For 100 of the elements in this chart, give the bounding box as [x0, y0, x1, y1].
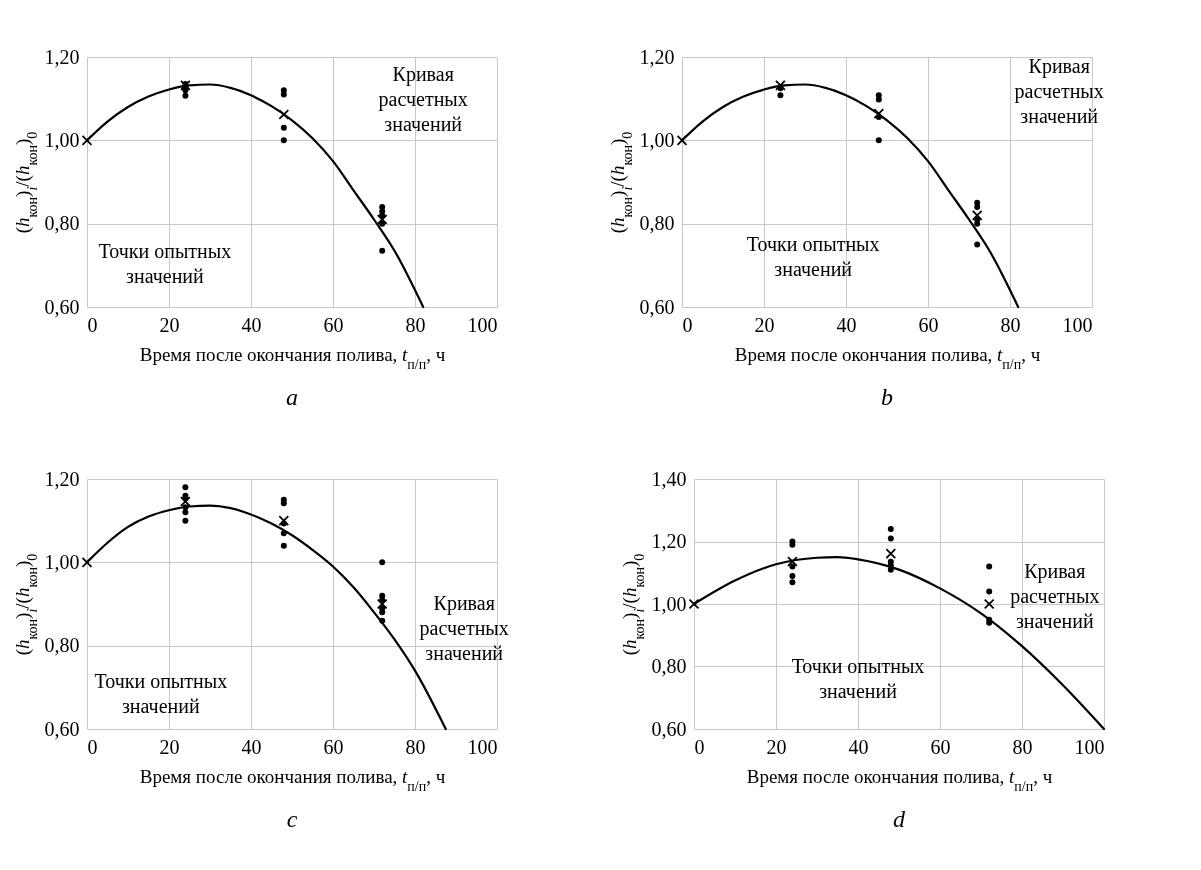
y-tick-label: 1,00: [44, 550, 80, 573]
point: [280, 137, 287, 144]
point: [280, 530, 287, 537]
point: [986, 588, 993, 595]
point: [887, 526, 894, 532]
y-tick-label: 0,60: [44, 295, 80, 318]
x-tick-label: 0: [682, 313, 693, 336]
point: [688, 598, 700, 610]
x-tick-label: 40: [848, 735, 869, 758]
point: [789, 563, 796, 570]
point: [787, 556, 798, 567]
point: [873, 108, 885, 120]
text: c: [286, 806, 298, 832]
point: [974, 220, 981, 227]
x-tick-label: 20: [159, 313, 180, 336]
x-tick-label: 80: [405, 313, 426, 336]
y-tick-label: 0,80: [651, 655, 687, 677]
x-tick-label: 80: [1012, 735, 1033, 758]
point: [775, 79, 786, 91]
y-tick-label: 1,00: [639, 128, 675, 151]
x-tick-label: 80: [1000, 313, 1021, 336]
point: [280, 124, 287, 131]
point: [280, 91, 287, 98]
point: [379, 247, 386, 254]
text: d: [893, 806, 906, 832]
x-tick-label: 100: [467, 735, 498, 758]
point: [182, 484, 189, 491]
y-tick-label: 1,20: [639, 45, 675, 68]
y-tick-label: 0,80: [639, 212, 675, 235]
x-tick-label: 100: [467, 313, 498, 336]
point: [379, 212, 386, 219]
point: [376, 214, 388, 225]
point: [280, 500, 287, 507]
point: [789, 579, 796, 586]
point: [887, 535, 894, 542]
point: [376, 598, 388, 610]
y-tick-label: 0,60: [651, 717, 687, 740]
x-tick-label: 20: [766, 735, 787, 758]
point: [182, 504, 189, 511]
x-tick-label: 20: [754, 313, 775, 336]
point: [974, 241, 981, 248]
y-tick-label: 0,60: [44, 717, 80, 740]
y-tick-label: 1,00: [44, 128, 80, 151]
y-tick-label: 1,20: [651, 530, 687, 552]
x-axis-title: Время после окончания полива, t$_{п/п}$, ч: [746, 765, 1053, 793]
annotation: Точки опытных значений: [94, 669, 228, 717]
annotation: Точки опытных значений: [791, 654, 925, 702]
y-tick-label: 1,20: [44, 45, 80, 68]
annotation: Кривая расчетных значений: [419, 592, 509, 664]
x-tick-label: 60: [323, 313, 344, 336]
point: [379, 617, 386, 624]
x-tick-label: 40: [241, 735, 262, 758]
x-tick-label: 0: [87, 313, 98, 336]
x-tick-label: 40: [836, 313, 857, 336]
x-tick-label: 60: [918, 313, 939, 336]
y-tick-label: 0,80: [44, 212, 80, 235]
point: [379, 596, 386, 603]
annotation: Кривая расчетных значений: [378, 62, 468, 135]
point: [974, 204, 981, 210]
annotation: Точки опытных значений: [98, 240, 232, 287]
point: [676, 134, 688, 146]
point: [180, 496, 191, 507]
x-tick-label: 60: [930, 735, 951, 758]
x-axis-title: Время после окончания полива, t$_{п/п}$, ч: [139, 765, 446, 793]
x-tick-label: 20: [159, 735, 180, 758]
point: [379, 220, 386, 227]
point: [971, 209, 983, 221]
y-tick-label: 1,00: [651, 592, 687, 615]
x-tick-label: 100: [1074, 735, 1105, 758]
annotation: Кривая расчетных значений: [1010, 559, 1100, 632]
point: [280, 542, 287, 549]
x-tick-label: 40: [241, 313, 262, 336]
x-axis-title: Время после окончания полива, t$_{п/п}$, ч: [139, 343, 446, 371]
point: [875, 137, 882, 144]
point: [887, 566, 894, 573]
y-tick-label: 1,40: [651, 467, 687, 490]
point: [182, 517, 189, 524]
x-axis-title: Время после окончания полива, t$_{п/п}$, ч: [734, 343, 1041, 371]
annotation: Точки опытных значений: [746, 232, 880, 280]
point: [280, 520, 287, 527]
point: [182, 92, 189, 99]
point: [182, 509, 189, 516]
point: [278, 515, 290, 527]
x-tick-label: 60: [323, 735, 344, 758]
x-tick-label: 0: [694, 735, 705, 758]
point: [777, 85, 784, 92]
x-tick-label: 80: [405, 735, 426, 758]
point: [789, 572, 796, 579]
point: [986, 563, 993, 570]
y-tick-label: 0,80: [44, 634, 80, 657]
point: [81, 134, 93, 146]
point: [81, 556, 93, 568]
point: [379, 559, 386, 566]
point: [875, 114, 882, 120]
text: b: [881, 384, 893, 410]
annotation: Кривая расчетных значений: [1014, 55, 1104, 127]
x-tick-label: 100: [1062, 313, 1093, 336]
point: [278, 109, 290, 120]
x-tick-label: 0: [87, 735, 98, 758]
point: [777, 92, 784, 99]
